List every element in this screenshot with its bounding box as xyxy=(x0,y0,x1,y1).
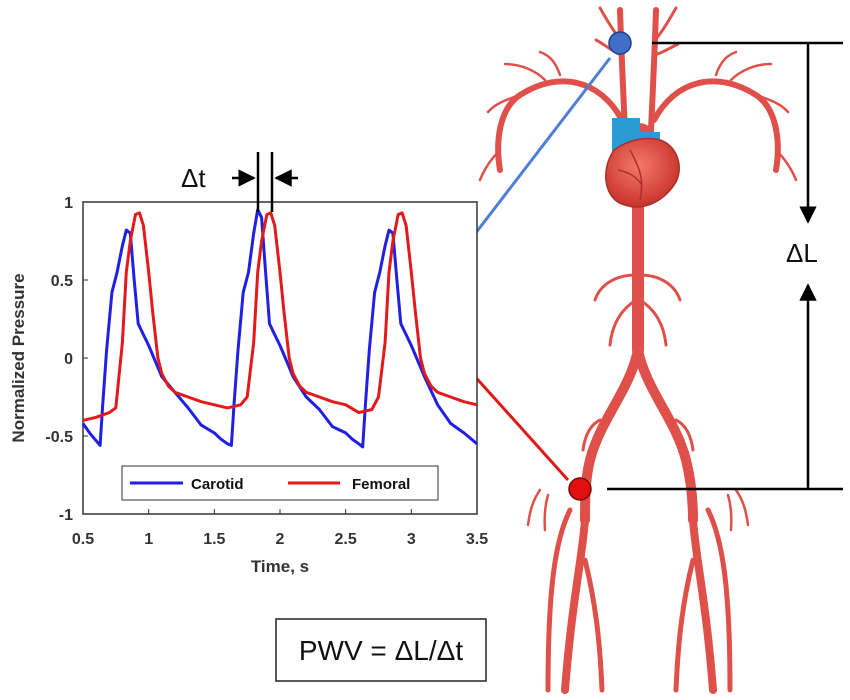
left-femoral-artery xyxy=(561,516,589,694)
y-axis-label: Normalized Pressure xyxy=(9,273,28,442)
delta-l-label: ΔL xyxy=(786,238,818,268)
x-tick-label: 1 xyxy=(144,531,153,548)
series-line-femoral xyxy=(82,211,478,422)
left-leg-branch xyxy=(545,507,605,693)
formula-box xyxy=(275,618,487,682)
left-arm-branches xyxy=(478,50,562,182)
left-iliac-artery xyxy=(580,345,643,525)
delta-t-indicator xyxy=(232,152,298,212)
x-tick-label: 2 xyxy=(276,531,285,548)
right-femoral-artery xyxy=(689,516,717,694)
carotid-measurement-site xyxy=(608,31,632,55)
y-tick-label: 0 xyxy=(64,351,73,368)
femoral-measurement-site xyxy=(568,477,592,501)
x-tick-label: 3.5 xyxy=(466,531,488,548)
legend-label-femoral: Femoral xyxy=(352,476,410,493)
abdominal-branches xyxy=(593,273,682,347)
left-subclavian-artery xyxy=(495,78,625,173)
heart-body xyxy=(605,137,680,208)
right-leg-branch xyxy=(673,507,733,693)
delta-l-bracket xyxy=(607,41,843,491)
y-tick-label: 1 xyxy=(64,195,73,212)
x-tick-label: 1.5 xyxy=(203,531,225,548)
head-branch xyxy=(594,6,680,57)
delta-t-label: Δt xyxy=(181,163,206,193)
x-tick-label: 0.5 xyxy=(72,531,94,548)
pressure-waveform-chart: 0.5 1 1.5 2 2.5 3 3.5 1 0.5 0 -0.5 -1 Time, s Norm… xyxy=(9,195,488,576)
right-iliac-artery xyxy=(633,345,698,525)
right-arm-branches xyxy=(714,50,798,182)
series-lines xyxy=(81,208,478,449)
legend-label-carotid: Carotid xyxy=(191,476,244,493)
heart-detail xyxy=(617,149,643,201)
y-tick-label: -0.5 xyxy=(45,429,73,446)
x-axis-label: Time, s xyxy=(251,557,309,576)
x-axis-ticks: 0.5 1 1.5 2 2.5 3 3.5 xyxy=(72,509,488,548)
y-axis-ticks: 1 0.5 0 -0.5 -1 xyxy=(45,195,88,524)
heart-illustration xyxy=(605,118,680,208)
left-hand-arteries xyxy=(526,488,550,532)
x-tick-label: 3 xyxy=(407,531,416,548)
y-tick-label: -1 xyxy=(59,507,73,524)
series-line-carotid xyxy=(81,208,478,449)
right-hand-arteries xyxy=(726,488,750,532)
x-tick-label: 2.5 xyxy=(335,531,357,548)
pwv-formula: PWV = ΔL/Δt xyxy=(299,635,463,666)
legend: Carotid Femoral xyxy=(121,465,439,501)
y-tick-label: 0.5 xyxy=(51,273,73,290)
arterial-tree xyxy=(478,6,798,694)
pelvic-branches xyxy=(581,418,695,452)
